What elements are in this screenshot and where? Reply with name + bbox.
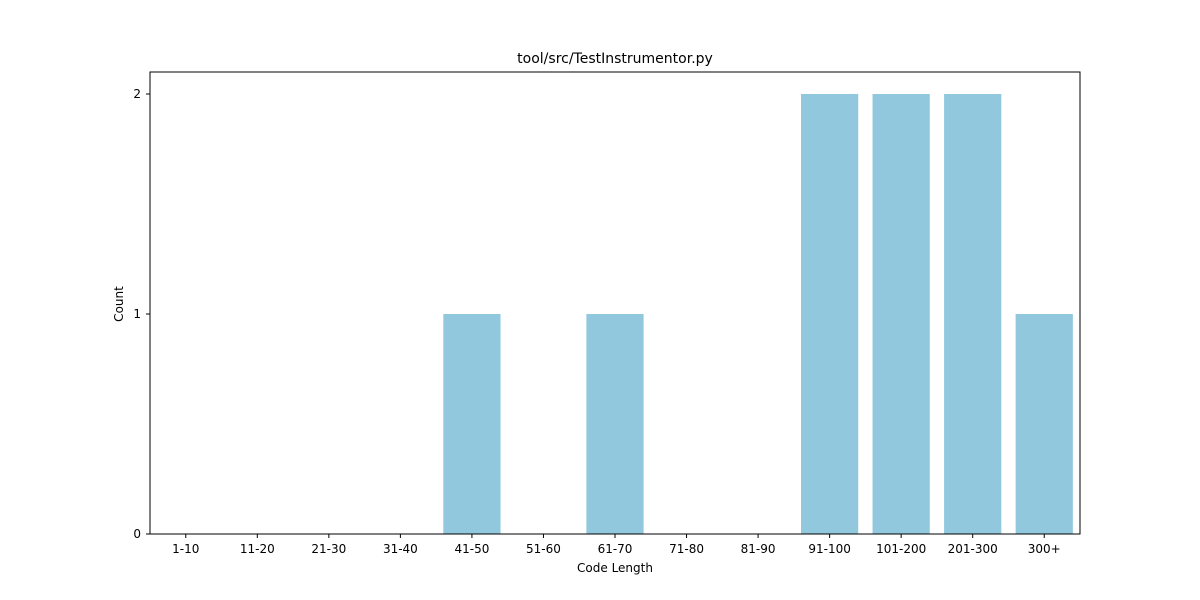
y-tick-label: 0 (133, 527, 141, 541)
bar-91-100 (801, 94, 859, 534)
x-tick-label: 21-30 (311, 542, 346, 556)
x-tick-label: 201-300 (948, 542, 998, 556)
x-axis-label: Code Length (577, 561, 653, 575)
x-tick-label: 31-40 (383, 542, 418, 556)
x-tick-label: 91-100 (808, 542, 851, 556)
y-tick-label: 2 (133, 87, 141, 101)
bars-group (443, 94, 1073, 534)
bar-300+ (1015, 314, 1073, 534)
chart-title: tool/src/TestInstrumentor.py (517, 51, 713, 67)
x-ticks-group: 1-10 11-20 21-30 31-40 41-50 51-60 61-70 71-80 8… (172, 534, 1061, 556)
x-tick-label: 81-90 (741, 542, 776, 556)
x-tick-label: 71-80 (669, 542, 704, 556)
x-tick-label: 51-60 (526, 542, 561, 556)
y-tick-label: 1 (133, 307, 141, 321)
bar-201-300 (944, 94, 1002, 534)
x-tick-label: 1-10 (172, 542, 199, 556)
y-axis-label: Count (112, 286, 126, 322)
bar-41-50 (443, 314, 501, 534)
bar-101-200 (872, 94, 930, 534)
x-tick-label: 41-50 (454, 542, 489, 556)
x-tick-label: 61-70 (598, 542, 633, 556)
x-tick-label: 101-200 (876, 542, 926, 556)
bar-61-70 (586, 314, 644, 534)
x-tick-label: 300+ (1028, 542, 1061, 556)
plot-frame (149, 71, 1081, 535)
x-tick-label: 11-20 (240, 542, 275, 556)
y-ticks-group: 0 1 2 (133, 87, 150, 541)
